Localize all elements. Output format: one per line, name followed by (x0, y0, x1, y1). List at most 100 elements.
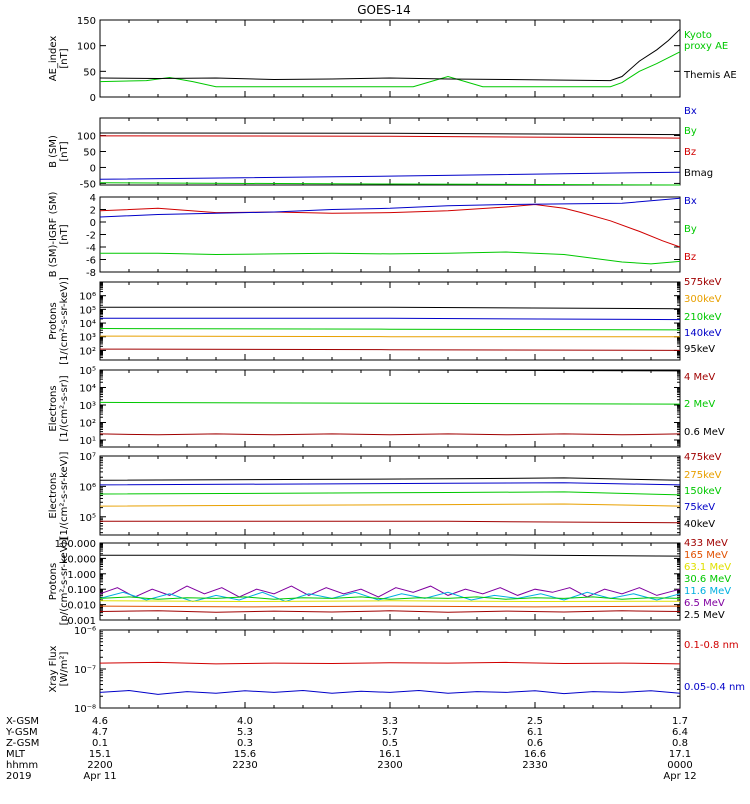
series-line-140kev (100, 317, 681, 321)
legend-entry: Bz (684, 147, 696, 158)
legend-entry: Bx (684, 196, 697, 207)
y-tick-label: 100 (77, 42, 96, 53)
panel-frame (99, 542, 681, 621)
series-line-0-1-0-8-nm (99, 661, 681, 665)
legend-entry: 165 MeV (684, 550, 728, 561)
legend-entry: 30.6 MeV (684, 574, 731, 585)
y-axis-label: [nT] (59, 48, 70, 68)
series-line-0-6-mev (100, 369, 681, 372)
ephemeris-value: 6.4 (672, 727, 688, 738)
ephemeris-row-label: X-GSM (6, 716, 39, 727)
y-tick-label: -50 (80, 179, 96, 190)
series-line-themis-ae (99, 28, 681, 82)
legend-entry: 575keV (684, 277, 722, 288)
y-axis-label: B (SM) (48, 135, 59, 168)
ephemeris-row-label: 2019 (6, 771, 31, 782)
y-axis-label: [nT] (59, 224, 70, 244)
series-line-by (99, 182, 681, 186)
series-line-575kev (99, 348, 681, 351)
y-tick-label: 0.100 (67, 585, 96, 596)
ephemeris-value: 0.6 (527, 738, 543, 749)
legend-entry: 6.5 MeV (684, 598, 725, 609)
series-line-bz (99, 135, 681, 139)
series-line-bx (99, 171, 681, 180)
panel-frame (99, 19, 681, 98)
y-axis-label: [p/(cm²-s-sr-keV)] (59, 538, 70, 626)
legend-entry: 0.1-0.8 nm (684, 640, 739, 651)
y-tick-label: 50 (83, 148, 96, 159)
legend-entry: 140keV (684, 328, 722, 339)
panel-frame (99, 117, 681, 186)
series-line-0-05-0-4-nm (99, 689, 681, 695)
y-tick-label: 100 (77, 132, 96, 143)
series-line-433-mev (99, 610, 681, 613)
legend-entry: 40keV (684, 519, 715, 530)
legend-entry: 0.6 MeV (684, 427, 725, 438)
y-tick-label: 10⁻⁸ (74, 704, 96, 715)
ephemeris-value: 5.3 (237, 727, 253, 738)
panel-3: -8-6 -4-2 02 4 B (SM)-IGRF (SM) [nT] Bx By Bz (48, 192, 697, 279)
legend-entry: 150keV (684, 486, 722, 497)
y-tick-label: 150 (77, 16, 96, 27)
ephemeris-value: 2200 (87, 760, 112, 771)
legend-entry: 275keV (684, 470, 722, 481)
legend-entry: 2 MeV (684, 399, 715, 410)
panel-frame (99, 629, 681, 709)
series-line-40kev (99, 477, 681, 481)
y-tick-label: -6 (86, 256, 96, 267)
legend-entry: 11.6 MeV (684, 586, 731, 597)
y-tick-label: 100.000 (55, 539, 96, 550)
panel-8: 10⁻⁸ 10⁻⁷ 10⁻⁶ Xray Flux [W/m²] 0.1-0.8 nm 0.0… (48, 626, 745, 715)
legend-entry: Bmag (684, 168, 713, 179)
legend-entry: 63.1 MeV (684, 562, 731, 573)
legend-entry: By (684, 224, 697, 235)
plot-title: GOES-14 (357, 3, 411, 17)
y-tick-label: 10⁴ (79, 384, 96, 395)
y-tick-label: 10⁵ (79, 366, 96, 377)
ephemeris-value: 3.3 (382, 716, 398, 727)
y-tick-label: 10⁶ (79, 292, 96, 303)
y-tick-label: 10⁵ (79, 305, 96, 316)
y-tick-label: -8 (86, 268, 96, 279)
y-tick-label: 10.000 (61, 554, 96, 565)
panel-4: 10² 10³ 10⁴ 10⁵ 10⁶ Protons [1/(cm²-s-sr-keV)]… (48, 277, 722, 365)
y-axis-label: Electrons (48, 385, 59, 431)
y-axis-label: B (SM)-IGRF (SM) (48, 192, 59, 278)
legend-entry: 75keV (684, 502, 715, 513)
ephemeris-value: 0.5 (382, 738, 398, 749)
series-line-2-mev (99, 401, 681, 405)
series-line-95kev (100, 306, 681, 310)
series-line-kyoto-proxy-ae (99, 51, 681, 88)
y-tick-label: 10⁵ (79, 513, 96, 524)
ephemeris-value: 0.1 (92, 738, 108, 749)
series-line-475kev (100, 520, 681, 524)
series-line-11-6-mev (99, 591, 681, 603)
legend-entry: 95keV (684, 344, 715, 355)
series-line-by (100, 251, 681, 265)
ephemeris-value: 16.1 (379, 749, 401, 760)
ephemeris-table: X-GSMY-GSMZ-GSMMLThhmm20194.64.70.115.12… (5, 716, 697, 782)
panel-frame (99, 455, 681, 536)
y-tick-label: 10⁻⁶ (74, 626, 96, 637)
series-line-165-mev (99, 605, 681, 608)
y-tick-label: 0 (90, 93, 96, 104)
y-tick-label: 10⁴ (79, 319, 96, 330)
ephemeris-value: 15.6 (234, 749, 256, 760)
ephemeris-value: 1.7 (672, 716, 688, 727)
series-line-bz (99, 203, 681, 248)
y-axis-label: [1/(cm²-s-sr-keV)] (59, 277, 70, 365)
y-tick-label: -4 (86, 243, 96, 254)
series-line-210kev (99, 328, 681, 331)
ephemeris-row-label: Y-GSM (5, 727, 38, 738)
ephemeris-value: 4.0 (237, 716, 253, 727)
ephemeris-value: 0.3 (237, 738, 253, 749)
ephemeris-value: 4.6 (92, 716, 108, 727)
ephemeris-value: 2.5 (527, 716, 543, 727)
ephemeris-row-label: hhmm (6, 760, 38, 771)
y-tick-label: 50 (83, 67, 96, 78)
series-line-150kev (99, 491, 681, 496)
ephemeris-value: 6.1 (527, 727, 543, 738)
legend-entry: 0.05-0.4 nm (684, 682, 745, 693)
y-tick-label: 10⁶ (79, 482, 96, 493)
